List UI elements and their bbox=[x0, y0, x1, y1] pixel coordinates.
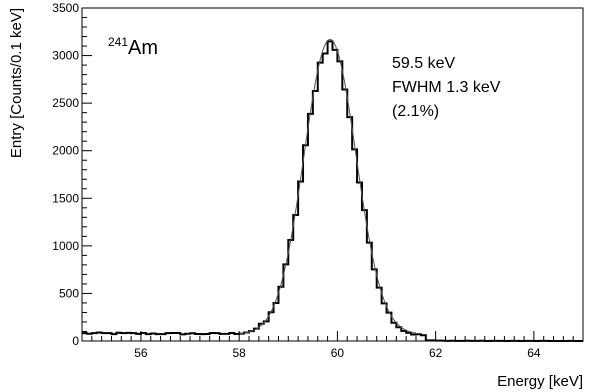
annotation-fwhm: FWHM 1.3 keV bbox=[392, 79, 501, 96]
isotope-symbol: Am bbox=[128, 37, 158, 59]
y-tick-label: 3500 bbox=[52, 1, 79, 15]
y-tick-label: 2000 bbox=[52, 144, 79, 158]
y-tick-label: 0 bbox=[72, 334, 79, 348]
x-axis-title: Energy [keV] bbox=[497, 373, 583, 390]
x-tick-label: 60 bbox=[331, 346, 345, 360]
y-tick-label: 2500 bbox=[52, 96, 79, 110]
y-axis-title: Entry [Counts/0.1 keV] bbox=[8, 8, 25, 158]
plot-frame bbox=[81, 7, 584, 342]
y-tick-label: 500 bbox=[59, 286, 79, 300]
y-axis: 0 500 1000 1500 2000 2500 3000 3500 bbox=[52, 1, 92, 348]
fit-curve bbox=[239, 38, 417, 335]
x-tick-label: 64 bbox=[527, 346, 541, 360]
annotation-resolution: (2.1%) bbox=[392, 103, 439, 120]
annotation-peak-energy: 59.5 keV bbox=[392, 55, 455, 72]
isotope-label: 241Am bbox=[108, 35, 158, 59]
x-tick-label: 58 bbox=[232, 346, 246, 360]
x-tick-label: 56 bbox=[134, 346, 148, 360]
isotope-mass: 241 bbox=[108, 35, 128, 49]
y-tick-label: 1500 bbox=[52, 191, 79, 205]
x-tick-label: 62 bbox=[429, 346, 443, 360]
y-tick-label: 1000 bbox=[52, 239, 79, 253]
x-axis: 56 58 60 62 64 bbox=[91, 331, 584, 360]
y-tick-label: 3000 bbox=[52, 49, 79, 63]
